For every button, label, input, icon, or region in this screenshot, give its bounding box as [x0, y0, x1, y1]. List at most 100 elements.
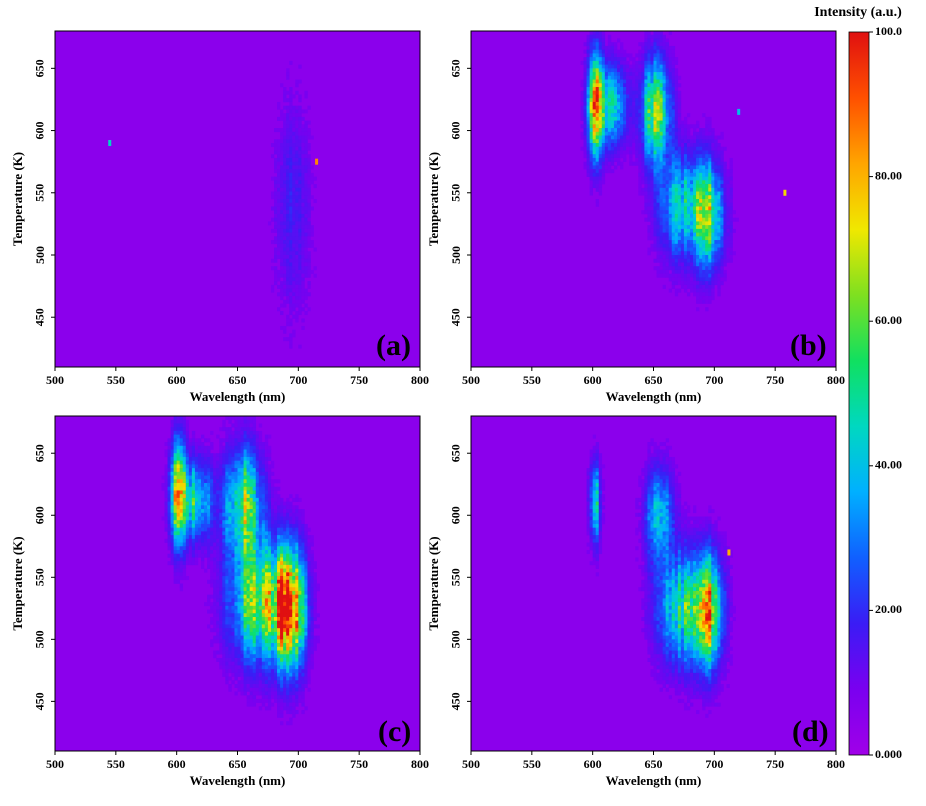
heatmap-cell — [720, 184, 724, 189]
heatmap-cell — [677, 288, 682, 293]
heatmap-cell — [620, 120, 624, 125]
heatmap-cell — [659, 213, 663, 218]
heatmap-cell — [246, 516, 250, 521]
heatmap-cell — [610, 150, 615, 155]
heatmap-cell — [274, 161, 278, 166]
heatmap-cell — [298, 143, 302, 148]
heatmap-cell — [173, 501, 177, 506]
heatmap-cell — [267, 471, 272, 476]
heatmap-cell — [702, 277, 706, 282]
heatmap-cell — [292, 281, 296, 286]
heatmap-cell — [647, 49, 651, 54]
heatmap-cell — [295, 105, 299, 110]
heatmap-cell — [714, 135, 718, 140]
heatmap-cell — [237, 468, 241, 473]
heatmap-cell — [185, 464, 190, 469]
heatmap-cell — [674, 247, 679, 252]
heatmap-cell — [583, 94, 587, 99]
heatmap-cell — [210, 583, 214, 588]
heatmap-cell — [702, 284, 706, 289]
heatmap-cell — [274, 157, 278, 162]
heatmap-cell — [592, 116, 597, 121]
heatmap-cell — [225, 516, 229, 521]
heatmap-cell — [607, 38, 612, 43]
heatmap-cell — [249, 646, 254, 651]
heatmap-cell — [674, 113, 679, 118]
heatmap-cell — [613, 53, 618, 58]
heatmap-cell — [258, 676, 263, 681]
heatmap-cell — [729, 236, 733, 241]
heatmap-cell — [255, 538, 260, 543]
heatmap-cell — [274, 557, 278, 562]
heatmap-cell — [213, 550, 217, 555]
heatmap-cell — [176, 423, 181, 428]
heatmap-cell — [650, 213, 654, 218]
heatmap-cell — [589, 94, 593, 99]
heatmap-cell — [167, 535, 171, 540]
heatmap-cell — [653, 60, 657, 65]
heatmap-cell — [620, 45, 624, 50]
heatmap-cell — [671, 232, 676, 237]
heatmap-cell — [595, 57, 600, 62]
heatmap-cell — [662, 72, 666, 77]
heatmap-cell — [264, 669, 269, 674]
heatmap-cell — [219, 479, 223, 484]
heatmap-cell — [249, 557, 254, 562]
heatmap-cell — [258, 609, 263, 614]
heatmap-cell — [656, 113, 660, 118]
heatmap-cell — [170, 542, 174, 547]
heatmap-cell — [167, 553, 171, 558]
heatmap-cell — [243, 605, 247, 610]
heatmap-cell — [629, 79, 633, 84]
heatmap-cell — [228, 687, 232, 692]
heatmap-cell — [583, 60, 587, 65]
heatmap-cell — [696, 251, 700, 256]
heatmap-cell — [717, 221, 721, 226]
heatmap-cell — [207, 509, 211, 514]
heatmap-cell — [246, 617, 250, 622]
heatmap-cell — [258, 523, 263, 528]
heatmap-cell — [234, 594, 238, 599]
heatmap-cell — [270, 572, 275, 577]
heatmap-cell — [656, 60, 660, 65]
heatmap-cell — [659, 64, 663, 69]
heatmap-cell — [690, 266, 694, 271]
heatmap-cell — [674, 273, 679, 278]
heatmap-cell — [264, 617, 269, 622]
heatmap-cell — [653, 49, 657, 54]
heatmap-cell — [720, 243, 724, 248]
heatmap-cell — [170, 501, 174, 506]
heatmap-cell — [683, 273, 688, 278]
heatmap-cells — [267, 60, 317, 349]
heatmap-cell — [274, 620, 278, 625]
heatmap-cell — [720, 210, 724, 215]
heatmap-cell — [234, 442, 238, 447]
heatmap-cell — [711, 251, 715, 256]
heatmap-cell — [604, 150, 609, 155]
heatmap-cell — [249, 423, 254, 428]
heatmap-cell — [662, 176, 666, 181]
heatmap-cell — [720, 191, 724, 196]
heatmap-cell — [164, 527, 168, 532]
heatmap-cell — [286, 243, 290, 248]
hot-pixel — [315, 158, 319, 165]
heatmap-cell — [243, 497, 247, 502]
heatmap-cell — [219, 579, 223, 584]
heatmap-cell — [607, 34, 612, 39]
heatmap-cell — [286, 90, 290, 95]
heatmap-cell — [647, 210, 651, 215]
heatmap-cell — [662, 143, 666, 148]
heatmap-cell — [613, 94, 618, 99]
heatmap-cell — [225, 650, 229, 655]
heatmap-cell — [246, 624, 250, 629]
x-tick-label: 550 — [107, 373, 125, 387]
heatmap-cell — [638, 146, 642, 151]
heatmap-cell — [702, 213, 706, 218]
heatmap-cell — [207, 564, 211, 569]
heatmap-cell — [237, 605, 241, 610]
heatmap-cell — [301, 269, 305, 274]
heatmap-cell — [653, 247, 657, 252]
heatmap-cell — [653, 38, 657, 43]
heatmap-cell — [164, 490, 168, 495]
heatmap-cell — [304, 292, 308, 297]
